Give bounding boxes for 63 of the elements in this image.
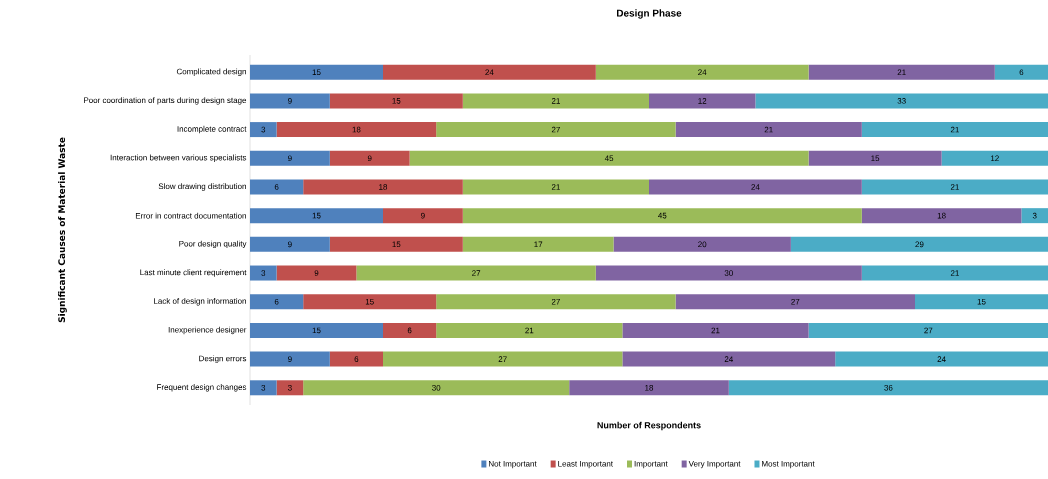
bar: [595, 265, 862, 281]
bar: [250, 208, 383, 224]
bar: [675, 122, 862, 138]
bar: [915, 294, 1048, 310]
bar: [861, 179, 1048, 195]
bar: [861, 265, 1048, 281]
bar: [329, 351, 383, 367]
bar: [649, 179, 862, 195]
bar: [595, 64, 809, 80]
bar: [383, 208, 463, 224]
bar: [1021, 208, 1048, 224]
bar: [383, 351, 623, 367]
bar: [861, 208, 1022, 224]
x-axis-title: Number of Respondents: [597, 421, 701, 431]
bar: [835, 351, 1048, 367]
bar: [250, 236, 330, 252]
bar: [250, 322, 383, 338]
bar: [383, 322, 437, 338]
bar: [409, 150, 809, 166]
bar: [994, 64, 1048, 80]
bar: [250, 150, 330, 166]
bar: [728, 380, 1048, 396]
bar: [462, 179, 649, 195]
bar: [250, 265, 277, 281]
bar: [356, 265, 596, 281]
bar: [276, 265, 357, 281]
y-axis-title: Significant Causes of Material Waste: [58, 137, 67, 323]
bar: [790, 236, 1048, 252]
bar: [622, 351, 836, 367]
bar: [250, 294, 304, 310]
bar: [462, 236, 614, 252]
bar: [329, 150, 410, 166]
bar: [250, 122, 277, 138]
bar: [808, 322, 1048, 338]
bar: [303, 179, 463, 195]
bar: [613, 236, 791, 252]
bar: [861, 122, 1048, 138]
bar: [250, 64, 383, 80]
bar: [250, 380, 277, 396]
bar: [462, 93, 649, 109]
bar: [329, 93, 463, 109]
bar: [755, 93, 1048, 109]
bar: [569, 380, 729, 396]
bar: [808, 150, 942, 166]
bar: [329, 236, 463, 252]
bar: [649, 93, 756, 109]
bar: [383, 64, 596, 80]
bar: [462, 208, 862, 224]
bar: [303, 294, 437, 310]
bar: [436, 294, 676, 310]
bar: [808, 64, 995, 80]
bar: [276, 380, 304, 396]
bar: [675, 294, 915, 310]
bar: [276, 122, 437, 138]
bar: [250, 179, 304, 195]
bar: [436, 122, 676, 138]
bar: [303, 380, 570, 396]
bar: [622, 322, 809, 338]
chart-title: Design Phase: [617, 9, 682, 19]
bar: [436, 322, 623, 338]
bar: [250, 351, 330, 367]
bar: [250, 93, 330, 109]
bar: [941, 150, 1048, 166]
